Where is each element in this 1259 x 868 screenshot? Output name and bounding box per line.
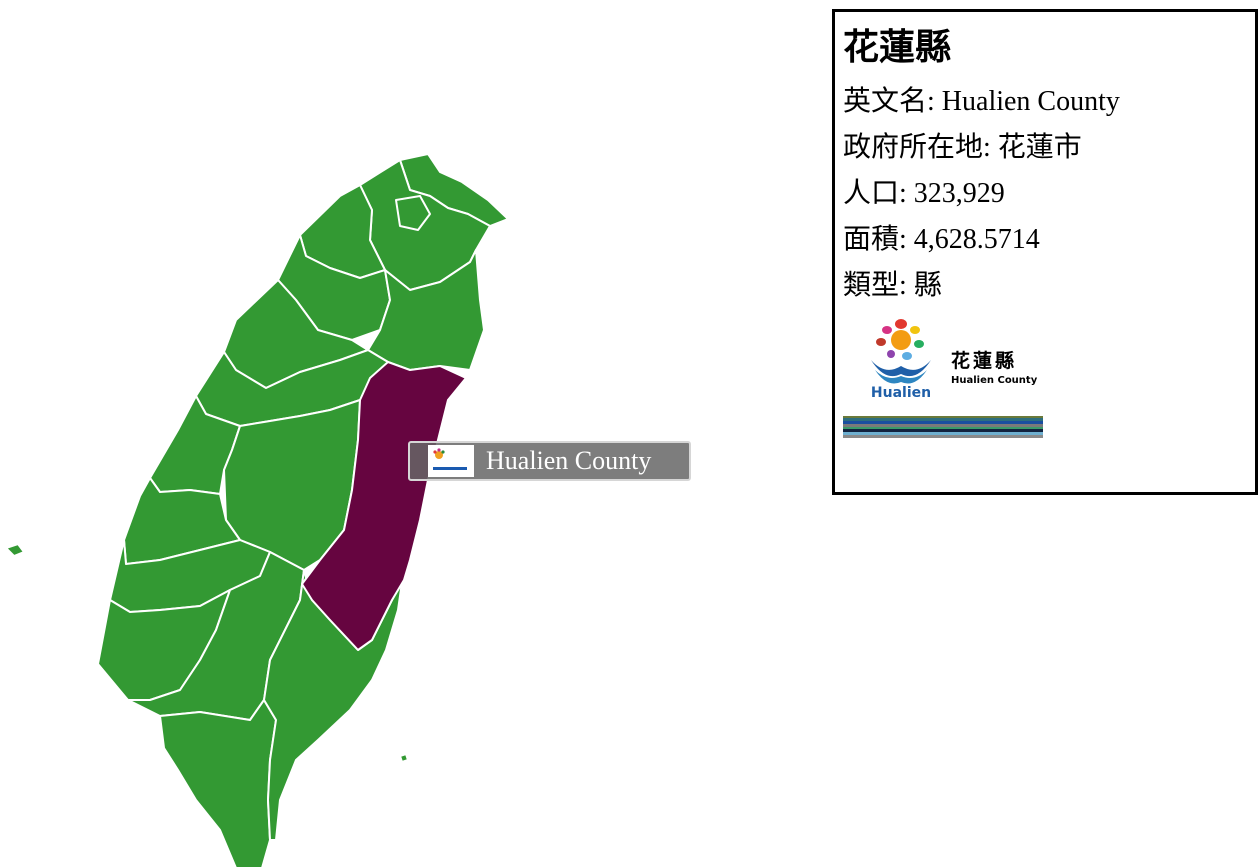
info-row-type: 類型: 縣 <box>843 267 942 301</box>
stripe <box>843 415 1043 419</box>
hualien-logo-mini-icon <box>433 448 467 470</box>
county-taipei[interactable] <box>395 195 431 231</box>
info-key: 面積 <box>843 221 900 255</box>
county-title: 花蓮縣 <box>843 27 952 68</box>
info-value: 4,628.5714 <box>913 223 1040 255</box>
info-row-population: 人口: 323,929 <box>843 175 1005 209</box>
info-value: 縣 <box>913 269 942 301</box>
island-penghu <box>5 543 25 557</box>
info-row-english-name: 英文名: Hualien County <box>843 83 1120 117</box>
logo-text-zh: 花蓮縣 <box>951 349 1018 372</box>
stripe <box>843 429 1043 433</box>
county-pingtung[interactable] <box>159 699 277 868</box>
info-key: 類型 <box>843 267 900 301</box>
logo-text-en: Hualien County <box>951 374 1038 386</box>
info-value: Hualien County <box>941 85 1120 117</box>
info-key: 人口 <box>843 175 900 209</box>
county-info-panel: 花蓮縣 英文名: Hualien County 政府所在地: 花蓮市 人口: 3… <box>832 9 1258 495</box>
stripe <box>843 421 1043 424</box>
flag-stripe-bar <box>843 415 1043 438</box>
island-green <box>399 753 409 763</box>
stripe <box>843 426 1043 430</box>
stripe <box>843 434 1043 438</box>
logo-word: Hualien <box>871 385 931 400</box>
county-hualien[interactable] <box>301 361 467 651</box>
county-logo: Hualien 花蓮縣 Hualien County <box>865 316 1247 401</box>
stripe <box>843 423 1043 427</box>
tooltip-label: Hualien County <box>486 446 652 475</box>
stripe <box>843 432 1043 435</box>
tooltip-logo <box>428 445 474 477</box>
info-value: 花蓮市 <box>997 131 1082 163</box>
logo-text: 花蓮縣 Hualien County <box>951 346 1037 386</box>
info-value: 323,929 <box>913 177 1005 209</box>
county-taitung[interactable] <box>263 569 403 841</box>
info-key: 政府所在地 <box>843 129 984 163</box>
info-key: 英文名 <box>843 83 928 117</box>
county-yilan[interactable] <box>367 249 485 371</box>
stripe <box>843 418 1043 422</box>
info-row-area: 面積: 4,628.5714 <box>843 221 1040 255</box>
info-row-seat: 政府所在地: 花蓮市 <box>843 129 1082 163</box>
hualien-flower-logo-icon: Hualien <box>865 316 937 401</box>
map-tooltip: Hualien County <box>408 441 691 481</box>
